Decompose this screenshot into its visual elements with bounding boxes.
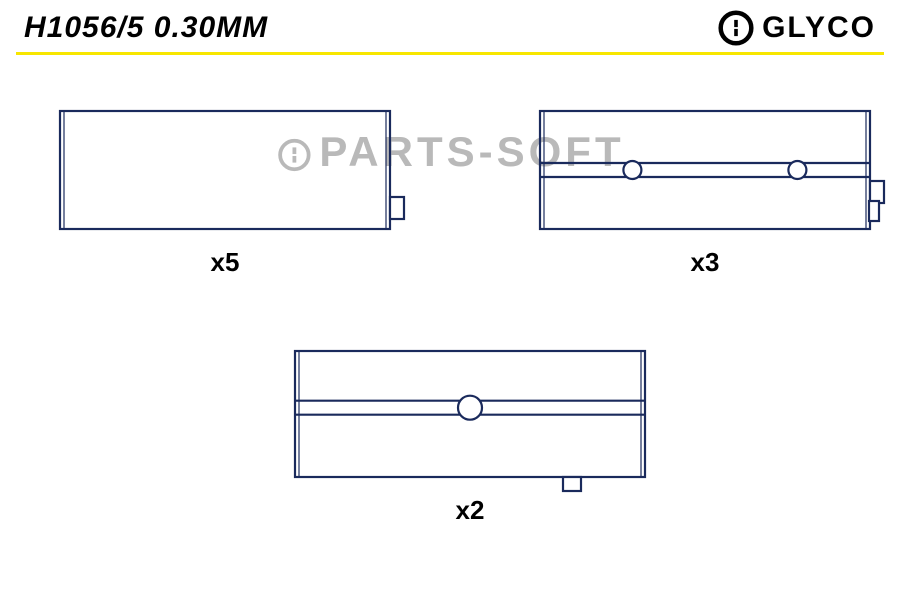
diagram-plain-shell (40, 91, 410, 254)
bearing-shell-icon (40, 91, 410, 249)
header-rule (16, 52, 884, 55)
header: H1056/5 0.30MM GLYCO (0, 0, 900, 52)
bearing-shell-icon (520, 91, 890, 249)
qty-label: x3 (540, 247, 870, 278)
diagram-one-hole-shell (275, 331, 665, 502)
diagram-two-hole-shell (520, 91, 890, 254)
qty-label: x5 (60, 247, 390, 278)
brand-text: GLYCO (762, 11, 876, 45)
bearing-shell-icon (275, 331, 665, 497)
part-number: H1056/5 0.30MM (24, 11, 268, 45)
diagrams-area: x5 x3 x2 (0, 61, 900, 581)
brand-icon (718, 10, 754, 46)
qty-label: x2 (295, 495, 645, 526)
brand: GLYCO (718, 10, 876, 46)
